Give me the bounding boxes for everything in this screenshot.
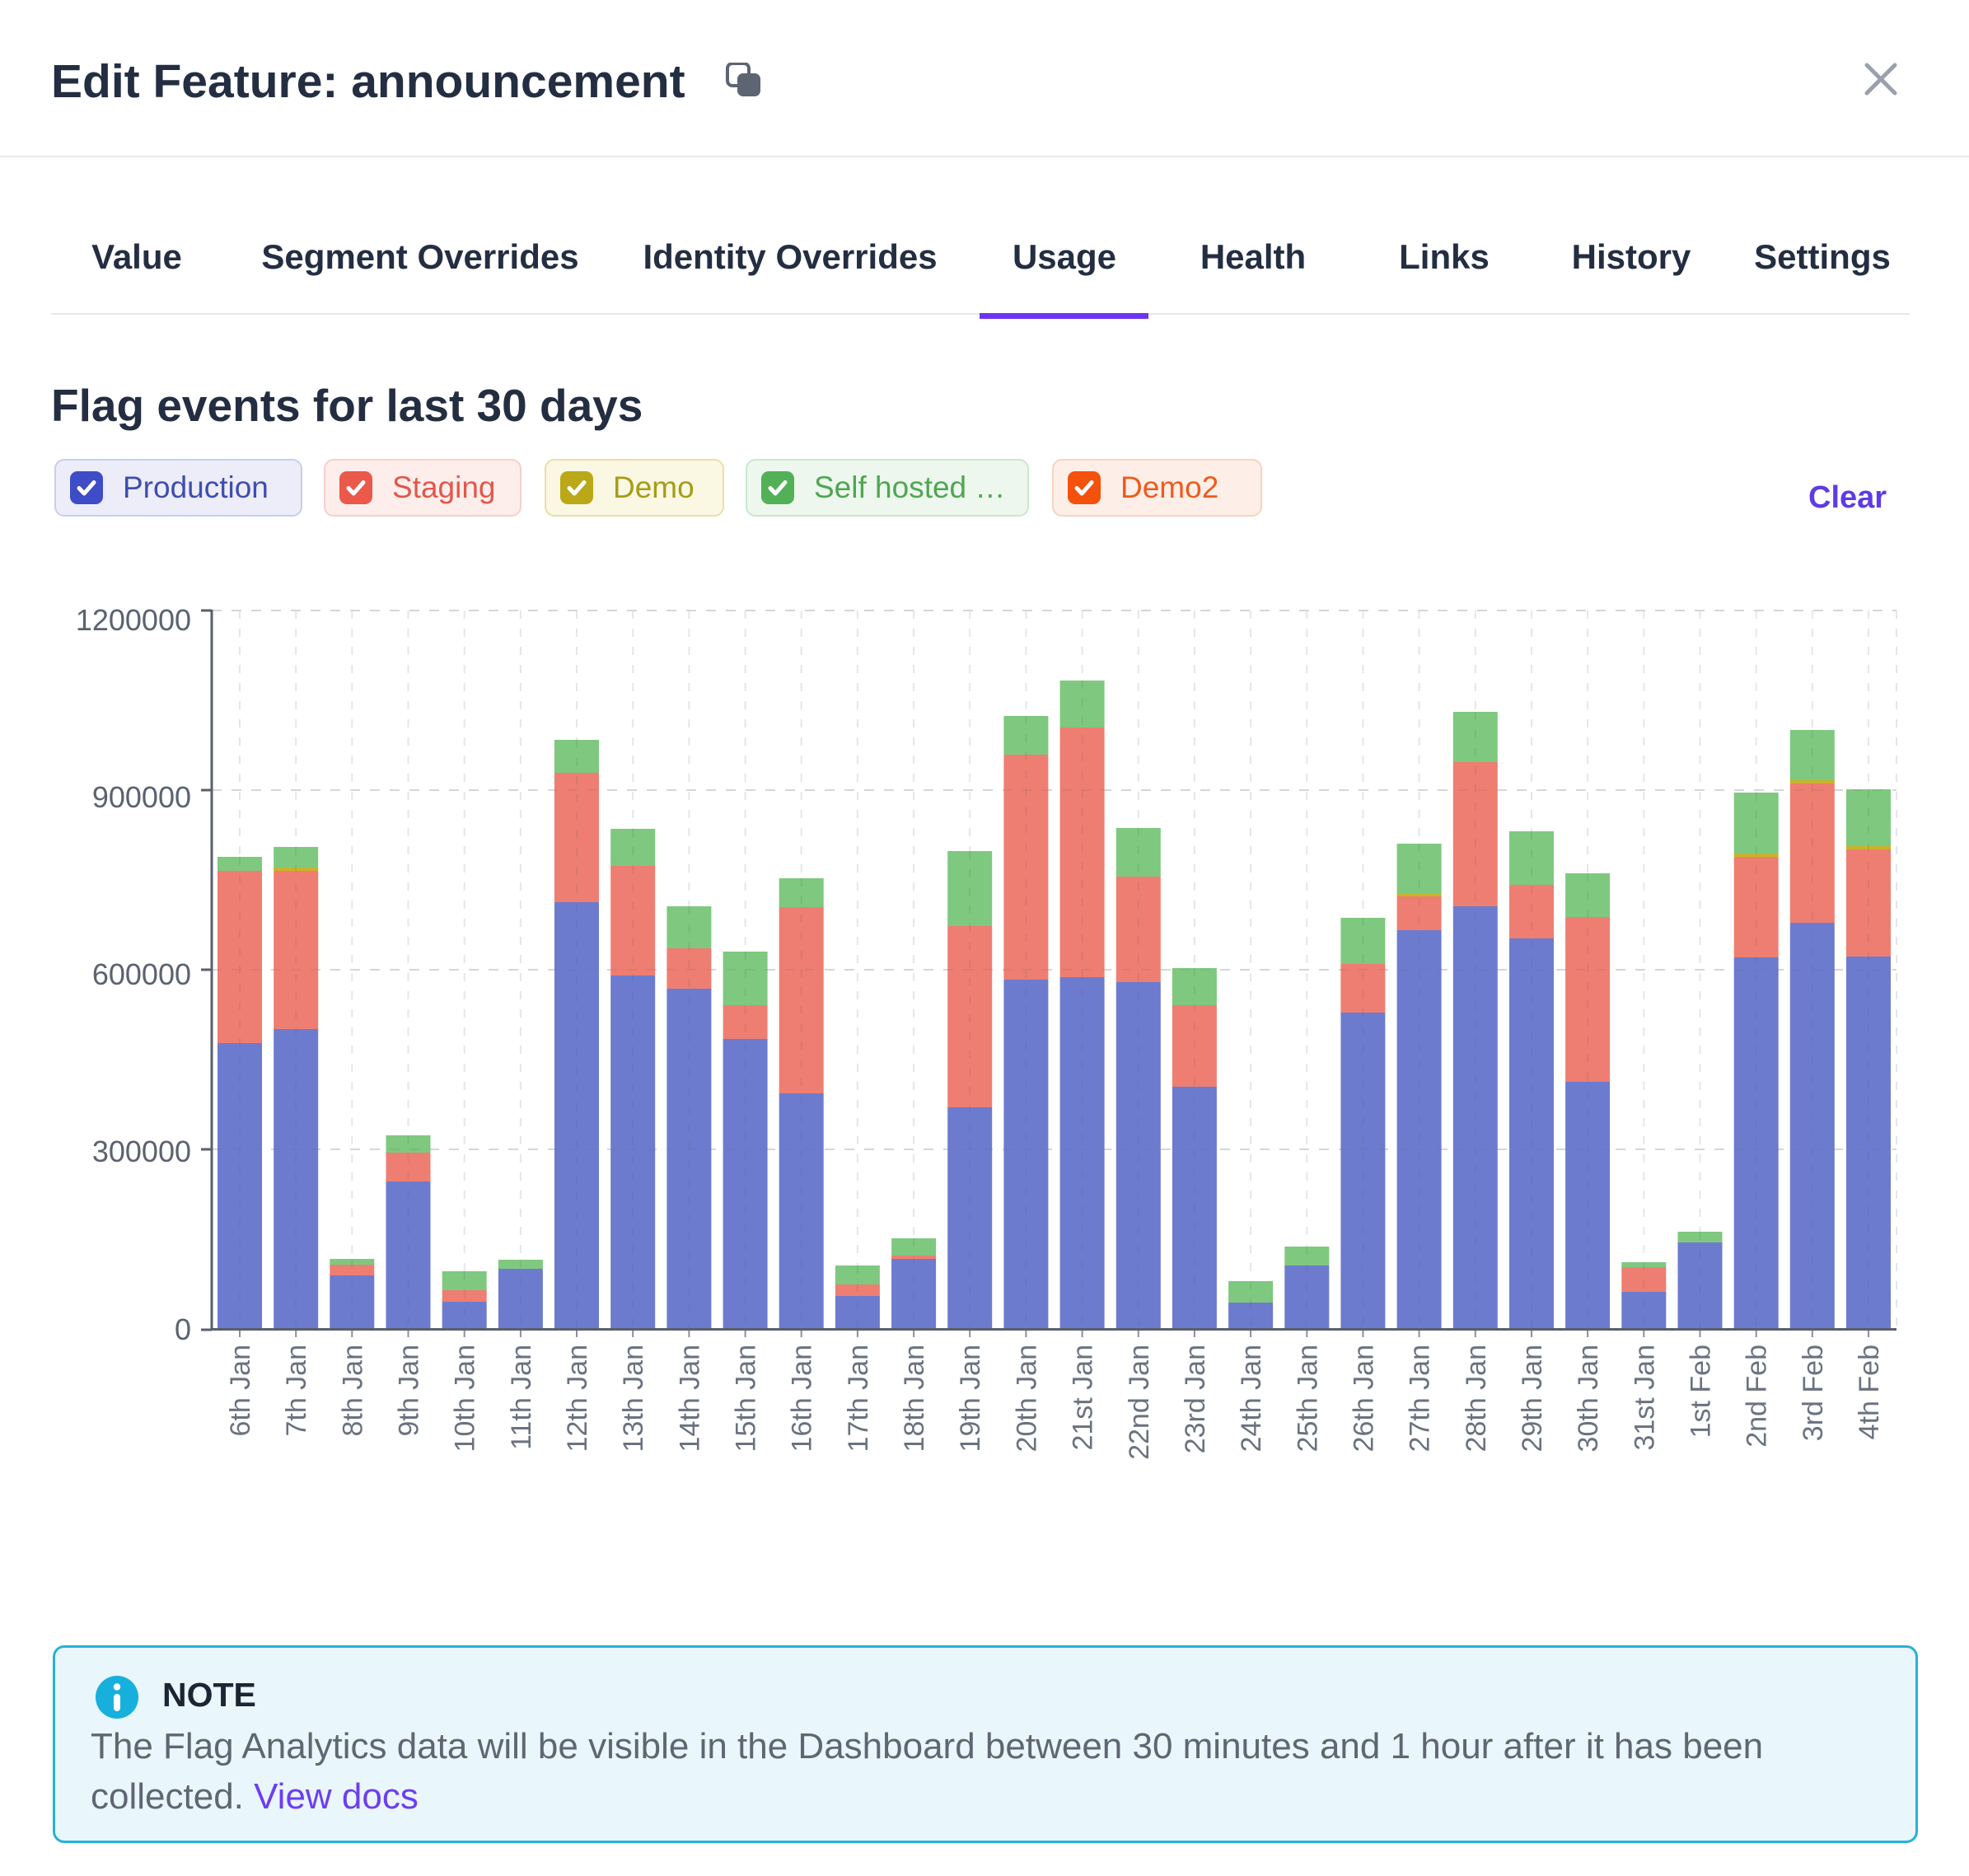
svg-text:28th Jan: 28th Jan [1461, 1345, 1492, 1452]
svg-text:0: 0 [175, 1312, 191, 1346]
svg-text:2nd Feb: 2nd Feb [1742, 1345, 1773, 1448]
svg-text:22nd Jan: 22nd Jan [1124, 1345, 1155, 1460]
svg-text:18th Jan: 18th Jan [899, 1345, 930, 1452]
svg-text:15th Jan: 15th Jan [731, 1345, 762, 1452]
svg-text:21st Jan: 21st Jan [1068, 1345, 1099, 1451]
svg-text:6th Jan: 6th Jan [225, 1345, 256, 1437]
svg-text:23rd Jan: 23rd Jan [1180, 1345, 1211, 1453]
svg-text:7th Jan: 7th Jan [281, 1345, 312, 1437]
svg-text:3rd Feb: 3rd Feb [1798, 1345, 1829, 1441]
svg-text:24th Jan: 24th Jan [1236, 1345, 1267, 1452]
svg-text:10th Jan: 10th Jan [450, 1345, 481, 1452]
svg-text:11th Jan: 11th Jan [506, 1345, 537, 1450]
svg-text:300000: 300000 [92, 1134, 191, 1168]
svg-text:26th Jan: 26th Jan [1348, 1345, 1379, 1452]
svg-text:8th Jan: 8th Jan [337, 1345, 368, 1437]
svg-text:30th Jan: 30th Jan [1573, 1345, 1604, 1452]
svg-text:9th Jan: 9th Jan [394, 1345, 425, 1437]
svg-text:29th Jan: 29th Jan [1517, 1345, 1548, 1452]
svg-text:19th Jan: 19th Jan [955, 1345, 986, 1452]
svg-text:20th Jan: 20th Jan [1011, 1345, 1042, 1452]
svg-text:25th Jan: 25th Jan [1292, 1345, 1323, 1452]
svg-text:27th Jan: 27th Jan [1405, 1345, 1436, 1452]
svg-text:600000: 600000 [92, 957, 191, 991]
svg-text:1200000: 1200000 [76, 603, 191, 637]
svg-text:16th Jan: 16th Jan [787, 1345, 818, 1452]
svg-text:12th Jan: 12th Jan [562, 1345, 593, 1452]
svg-text:4th Feb: 4th Feb [1854, 1345, 1885, 1439]
svg-text:31st Jan: 31st Jan [1629, 1345, 1660, 1451]
svg-text:13th Jan: 13th Jan [618, 1345, 649, 1452]
svg-text:1st Feb: 1st Feb [1686, 1345, 1717, 1438]
svg-text:900000: 900000 [92, 780, 191, 814]
svg-text:14th Jan: 14th Jan [674, 1345, 705, 1452]
svg-text:17th Jan: 17th Jan [843, 1345, 874, 1452]
